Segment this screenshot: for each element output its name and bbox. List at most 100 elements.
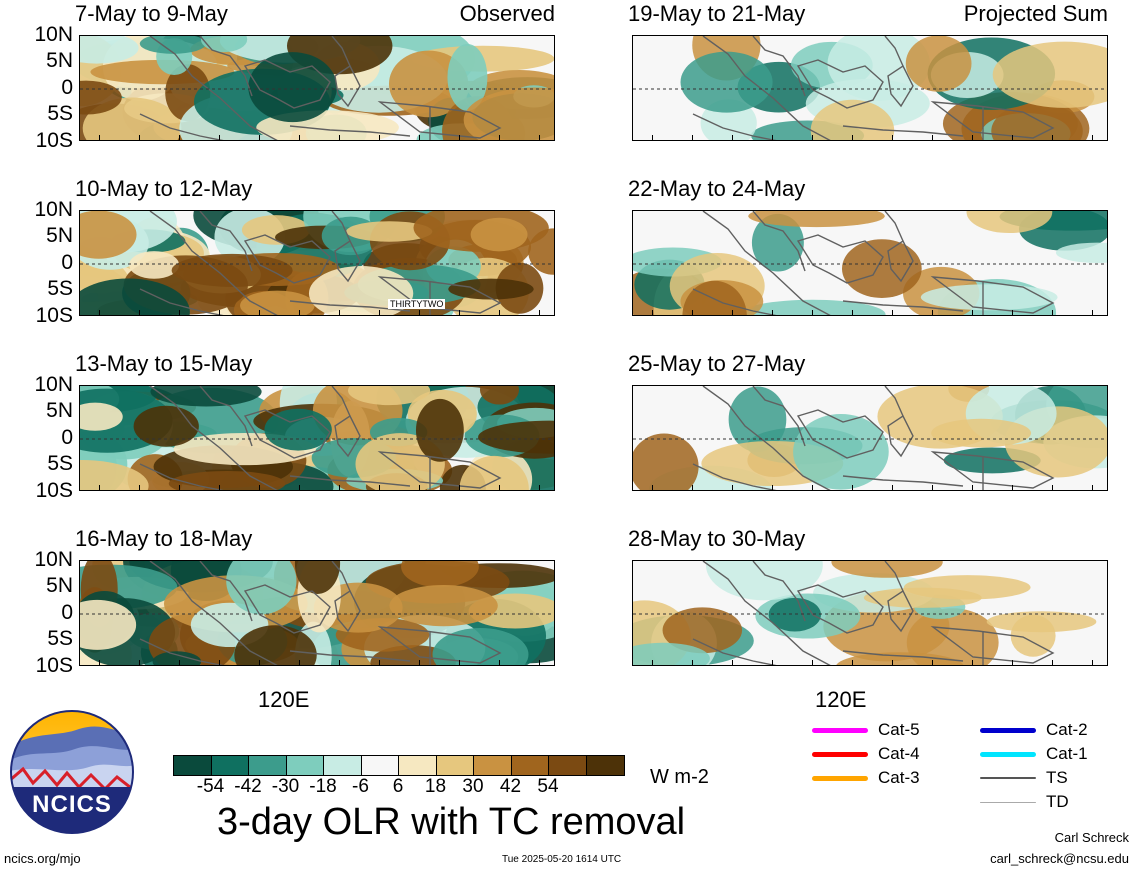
lon-tick	[972, 310, 973, 316]
lon-tick	[732, 485, 733, 491]
lon-tick	[692, 135, 693, 141]
legend-line	[980, 727, 1036, 733]
lon-tick	[339, 310, 340, 316]
lon-tick	[419, 660, 420, 666]
logo-text: NCICS	[32, 791, 112, 818]
colorbar-swatch	[586, 756, 624, 775]
lat-label: 5N	[46, 399, 73, 422]
legend-entry: Cat-5	[812, 720, 920, 740]
lat-label: 10S	[35, 479, 73, 502]
lon-tick	[179, 310, 180, 316]
lon-tick	[379, 660, 380, 666]
lat-label: 10N	[34, 548, 73, 571]
lon-tick	[379, 310, 380, 316]
lon-tick	[1012, 135, 1013, 141]
lon-tick	[139, 660, 140, 666]
projected-panel-title-1: 19-May to 21-May	[628, 1, 806, 26]
projected-olr-field-4	[633, 561, 1107, 665]
legend-label: TD	[1046, 792, 1069, 811]
lon-tick	[219, 660, 220, 666]
lon-tick	[1012, 310, 1013, 316]
lon-tick	[892, 310, 893, 316]
lon-tick	[652, 135, 653, 141]
lat-label: 5N	[46, 49, 73, 72]
observed-olr-field-1	[80, 36, 554, 140]
lon-tick	[772, 135, 773, 141]
lat-label: 5N	[46, 224, 73, 247]
colorbar-tick-label: -30	[271, 776, 300, 797]
lon-tick	[459, 310, 460, 316]
lon-tick	[419, 485, 420, 491]
colorbar-tick-label: -54	[196, 776, 225, 797]
lon-tick	[892, 135, 893, 141]
legend-entry: TD	[980, 792, 1069, 812]
legend-entry: Cat-3	[812, 768, 920, 788]
projected-panel-title-3: 25-May to 27-May	[628, 351, 806, 376]
lon-tick	[219, 485, 220, 491]
projected-map-panel-4	[632, 560, 1108, 666]
lon-tick	[732, 310, 733, 316]
lon-tick	[1092, 485, 1093, 491]
projected-map-panel-1	[632, 35, 1108, 141]
legend-entry: TS	[980, 768, 1068, 788]
colorbar-swatch	[436, 756, 474, 775]
legend-label: Cat-3	[878, 768, 920, 787]
lon-tick	[892, 660, 893, 666]
lon-tick	[852, 660, 853, 666]
lon-tick	[219, 135, 220, 141]
observed-map-panel-4	[79, 560, 555, 666]
observed-panel-title-2: 10-May to 12-May	[75, 176, 253, 201]
legend-label: Cat-5	[878, 720, 920, 739]
projected-olr-field-3	[633, 386, 1107, 490]
footer-timestamp: Tue 2025-05-20 1614 UTC	[502, 854, 622, 865]
lon-tick	[1092, 310, 1093, 316]
lon-tick	[379, 135, 380, 141]
lat-label: 10N	[34, 373, 73, 396]
lon-tick	[259, 485, 260, 491]
lon-tick	[732, 135, 733, 141]
lon-tick	[972, 485, 973, 491]
lon-tick	[772, 660, 773, 666]
colorbar-tick-label: -6	[352, 776, 369, 797]
colorbar-swatch	[399, 756, 437, 775]
projected-olr-field-2	[633, 211, 1107, 315]
lon-tick	[652, 660, 653, 666]
legend-line	[980, 777, 1036, 779]
lat-label: 5S	[47, 102, 73, 125]
legend-line	[980, 801, 1036, 803]
lat-label: 10S	[35, 129, 73, 152]
lon-tick	[99, 485, 100, 491]
lon-tick	[932, 485, 933, 491]
colorbar-swatch	[286, 756, 324, 775]
lon-tick	[299, 310, 300, 316]
colorbar-tick-label: 42	[499, 776, 522, 797]
lat-label: 5S	[47, 627, 73, 650]
lat-label: 0	[61, 601, 73, 624]
lon-tick	[812, 660, 813, 666]
colorbar-swatch	[174, 756, 212, 775]
lat-label: 0	[61, 426, 73, 449]
footer-author: Carl Schreck	[1054, 830, 1129, 845]
colorbar-tick-label: 54	[537, 776, 559, 797]
lon-tick	[932, 660, 933, 666]
legend-line	[812, 727, 868, 733]
legend-line	[812, 775, 868, 781]
projected-panel-tag: Projected Sum	[963, 1, 1108, 26]
lon-tick	[892, 485, 893, 491]
projected-panel-title-2: 22-May to 24-May	[628, 176, 806, 201]
lon-tick	[852, 135, 853, 141]
lon-tick	[179, 135, 180, 141]
observed-map-panel-1	[79, 35, 555, 141]
lon-tick	[812, 135, 813, 141]
colorbar-tick-label: -18	[309, 776, 337, 797]
lat-label: 10N	[34, 23, 73, 46]
lon-tick	[539, 660, 540, 666]
legend-label: Cat-1	[1046, 744, 1088, 763]
colorbar-tick-label: 6	[392, 776, 404, 797]
lon-tick	[499, 135, 500, 141]
lon-tick	[852, 310, 853, 316]
observed-panel-title-1: 7-May to 9-May	[75, 1, 228, 26]
lon-tick	[1092, 660, 1093, 666]
projected-map-panel-2	[632, 210, 1108, 316]
lon-tick	[972, 660, 973, 666]
